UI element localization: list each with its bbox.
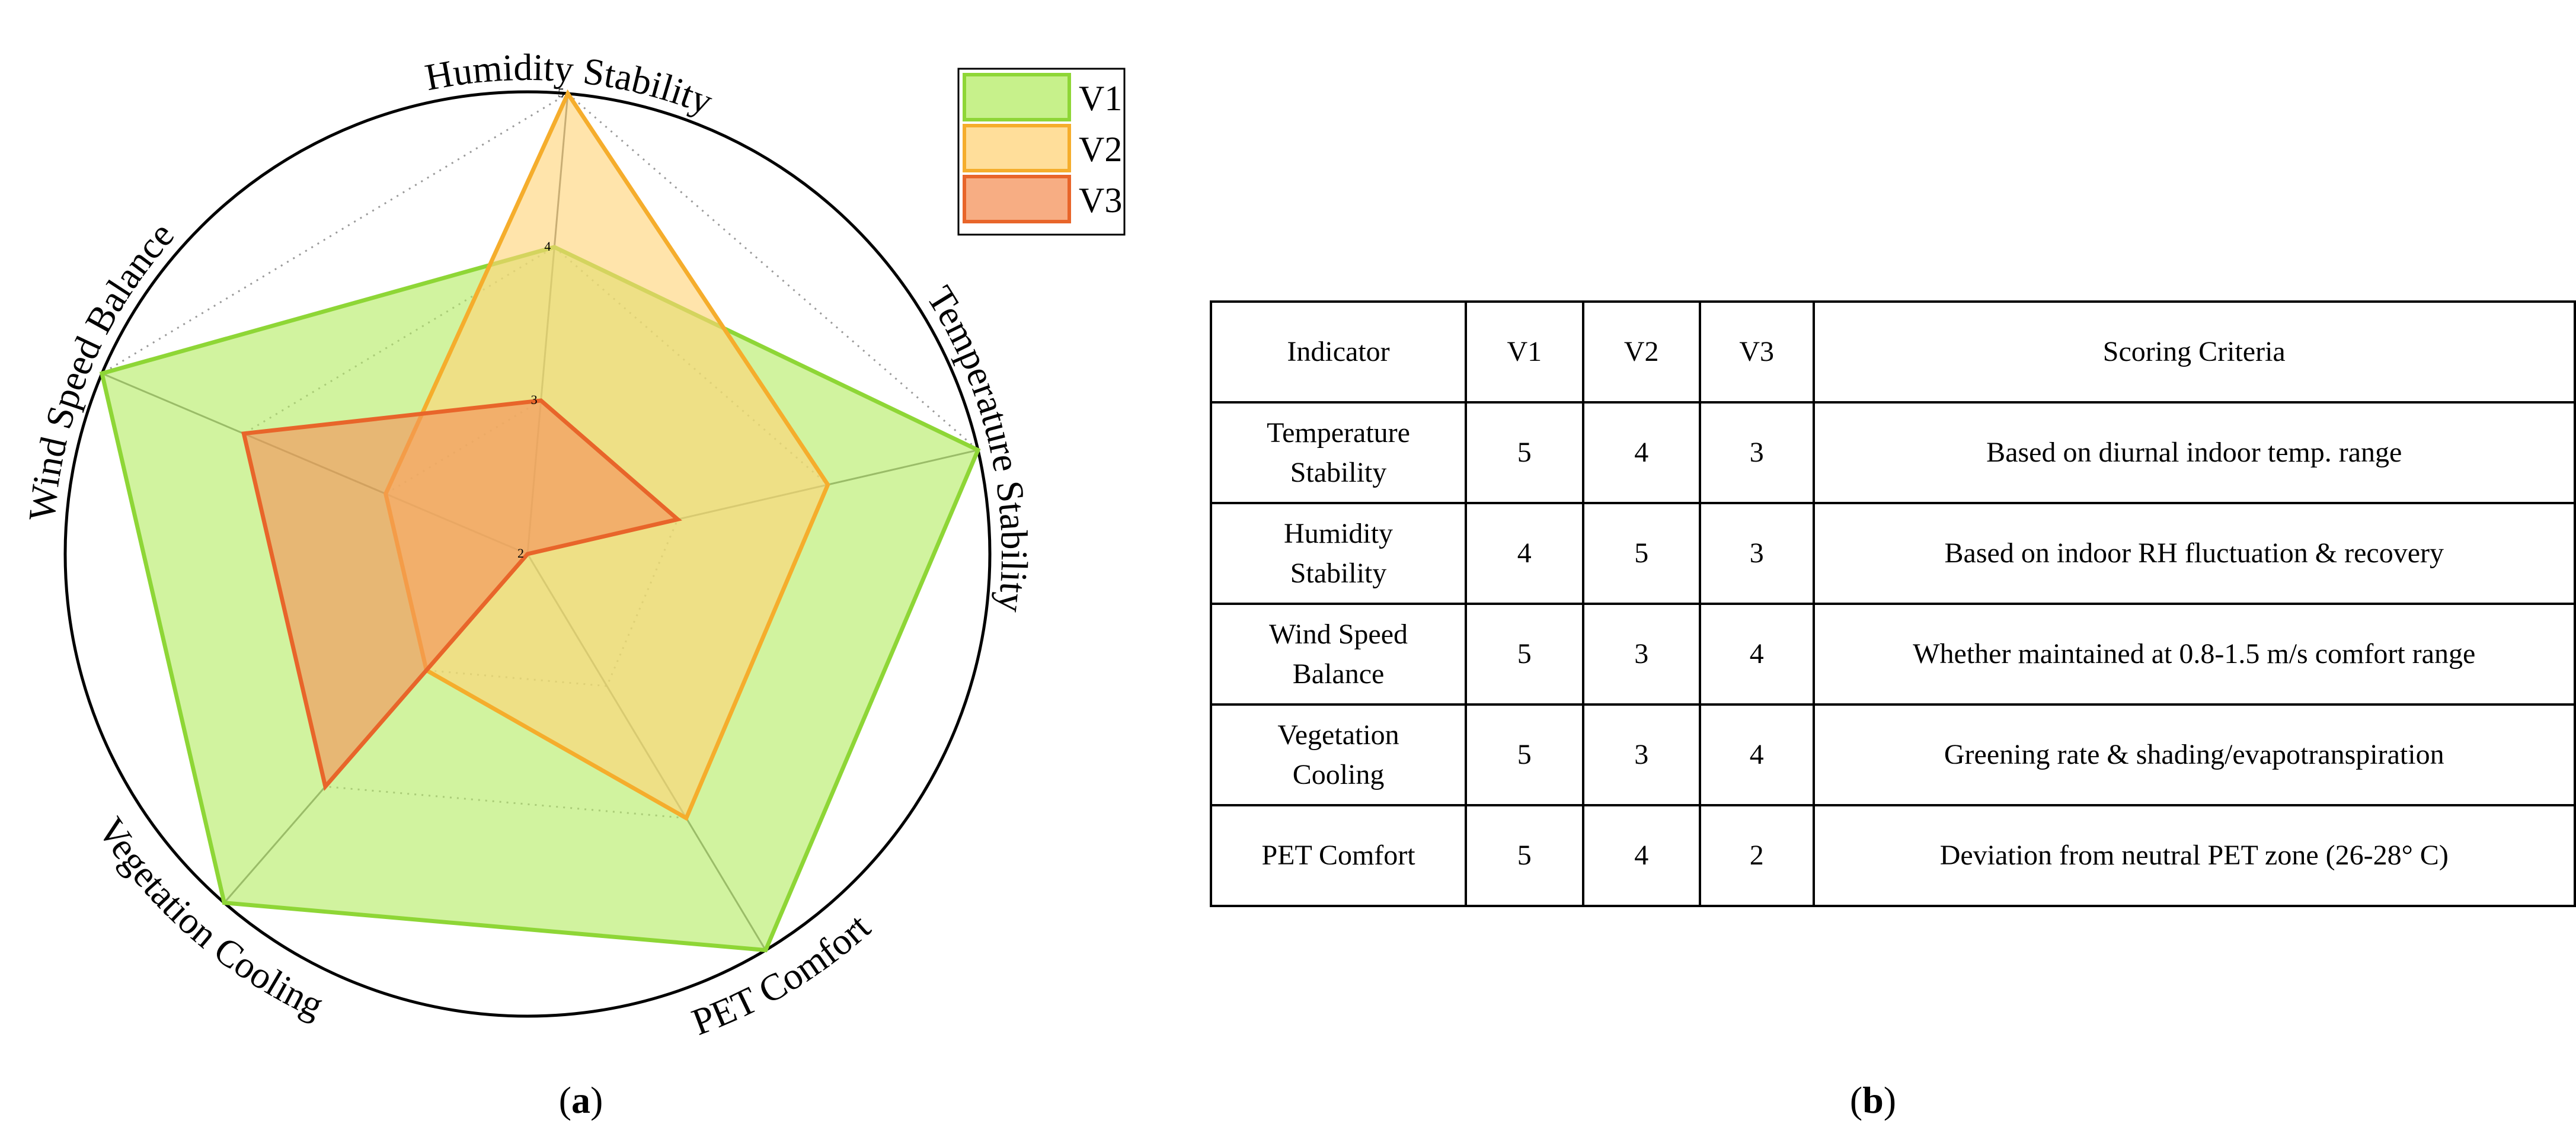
header-criteria: Scoring Criteria	[1812, 300, 2576, 404]
panel-label-a: (a)	[558, 1079, 603, 1121]
table-row: Wind Speed Balance 5 3 4 Whether maintain…	[1209, 603, 2576, 706]
cell-v3: 3	[1698, 401, 1815, 504]
table-header-row: Indicator V1 V2 V3 Scoring Criteria	[1209, 300, 2576, 404]
cell-indicator: PET Comfort	[1209, 804, 1468, 907]
series-v3-area	[241, 398, 682, 791]
legend-swatch-v3	[963, 175, 1071, 223]
panel-label-b: (b)	[1849, 1079, 1897, 1121]
table-row: Humidity Stability 4 5 3 Based on indoor …	[1209, 502, 2576, 605]
legend-label-v3: V3	[1079, 181, 1122, 220]
indicator-line: Stability	[1290, 558, 1387, 589]
cell-criteria: Deviation from neutral PET zone (26-28° …	[1812, 804, 2576, 907]
header-v2: V2	[1581, 300, 1701, 404]
header-v3: V3	[1698, 300, 1815, 404]
tick-label: 5	[558, 85, 564, 100]
legend-label-v2: V2	[1079, 130, 1122, 169]
indicator-line: Vegetation	[1277, 719, 1399, 751]
radar-chart: 2 3 4 5 Humidity Stability Temperature Stabil…	[0, 0, 1185, 1140]
tick-label: 2	[517, 546, 524, 561]
cell-v2: 3	[1581, 603, 1701, 706]
table-row: Temperature Stability 5 4 3 Based on diur…	[1209, 401, 2576, 504]
cell-v1: 5	[1465, 804, 1584, 907]
cell-criteria: Whether maintained at 0.8-1.5 m/s comfor…	[1812, 603, 2576, 706]
table-row: Vegetation Cooling 5 3 4 Greening rate & …	[1209, 703, 2576, 806]
cell-criteria: Based on indoor RH fluctuation & recover…	[1812, 502, 2576, 605]
cell-v3: 4	[1698, 603, 1815, 706]
cell-indicator: Wind Speed Balance	[1209, 603, 1468, 706]
scoring-table: Indicator V1 V2 V3 Scoring Criteria Temp…	[1209, 300, 2576, 907]
cell-v1: 5	[1465, 401, 1584, 504]
indicator-line: Stability	[1290, 457, 1387, 488]
cell-v2: 3	[1581, 703, 1701, 806]
legend-swatch-v2	[963, 124, 1071, 172]
cell-indicator: Vegetation Cooling	[1209, 703, 1468, 806]
indicator-line: Wind Speed	[1269, 618, 1408, 650]
table-row: PET Comfort 5 4 2 Deviation from neutral…	[1209, 804, 2576, 907]
indicator-line: Temperature	[1267, 417, 1410, 449]
cell-criteria: Based on diurnal indoor temp. range	[1812, 401, 2576, 504]
indicator-line: Cooling	[1292, 759, 1385, 790]
outer-ring	[63, 90, 992, 1018]
indicator-line: Balance	[1292, 658, 1385, 690]
cell-v2: 4	[1581, 804, 1701, 907]
cell-v1: 4	[1465, 502, 1584, 605]
legend-swatch-v1	[963, 73, 1071, 121]
cell-v2: 4	[1581, 401, 1701, 504]
cell-v1: 5	[1465, 603, 1584, 706]
cell-indicator: Temperature Stability	[1209, 401, 1468, 504]
cell-criteria: Greening rate & shading/evapotranspirati…	[1812, 703, 2576, 806]
legend-label-v1: V1	[1079, 79, 1122, 118]
cell-v2: 5	[1581, 502, 1701, 605]
indicator-line: Humidity	[1284, 517, 1394, 549]
tick-label: 3	[531, 392, 538, 407]
header-indicator: Indicator	[1209, 300, 1468, 404]
cell-indicator: Humidity Stability	[1209, 502, 1468, 605]
cell-v3: 3	[1698, 502, 1815, 605]
cell-v3: 4	[1698, 703, 1815, 806]
tick-label: 4	[544, 239, 551, 254]
header-v1: V1	[1465, 300, 1584, 404]
cell-v1: 5	[1465, 703, 1584, 806]
cell-v3: 2	[1698, 804, 1815, 907]
